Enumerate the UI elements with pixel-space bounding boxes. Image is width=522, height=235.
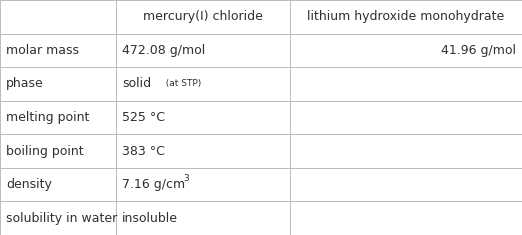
Bar: [0, 67, 116, 101]
Bar: [0, 101, 116, 134]
Bar: [290, 34, 522, 67]
Bar: [116, 168, 290, 201]
Text: phase: phase: [6, 77, 44, 90]
Text: 472.08 g/mol: 472.08 g/mol: [122, 44, 205, 57]
Bar: [0, 34, 116, 67]
Text: mercury(I) chloride: mercury(I) chloride: [143, 10, 263, 23]
Text: 525 °C: 525 °C: [122, 111, 165, 124]
Bar: [290, 201, 522, 235]
Bar: [0, 0, 116, 34]
Text: solid: solid: [122, 77, 151, 90]
Bar: [116, 34, 290, 67]
Text: boiling point: boiling point: [6, 145, 84, 158]
Bar: [290, 67, 522, 101]
Bar: [116, 101, 290, 134]
Bar: [116, 134, 290, 168]
Bar: [290, 0, 522, 34]
Text: 41.96 g/mol: 41.96 g/mol: [441, 44, 516, 57]
Bar: [290, 134, 522, 168]
Bar: [290, 168, 522, 201]
Bar: [116, 67, 290, 101]
Text: insoluble: insoluble: [122, 212, 178, 225]
Text: melting point: melting point: [6, 111, 90, 124]
Bar: [0, 134, 116, 168]
Text: 7.16 g/cm: 7.16 g/cm: [122, 178, 185, 191]
Text: solubility in water: solubility in water: [6, 212, 117, 225]
Text: density: density: [6, 178, 52, 191]
Text: 383 °C: 383 °C: [122, 145, 165, 158]
Bar: [0, 168, 116, 201]
Text: 3: 3: [184, 174, 189, 183]
Bar: [116, 201, 290, 235]
Bar: [290, 101, 522, 134]
Bar: [116, 0, 290, 34]
Text: lithium hydroxide monohydrate: lithium hydroxide monohydrate: [307, 10, 504, 23]
Text: molar mass: molar mass: [6, 44, 79, 57]
Bar: [0, 201, 116, 235]
Text: (at STP): (at STP): [160, 79, 201, 88]
